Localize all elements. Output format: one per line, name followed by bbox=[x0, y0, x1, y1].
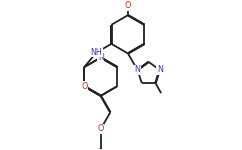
Text: O: O bbox=[98, 124, 104, 133]
Text: N: N bbox=[135, 65, 140, 74]
Text: N: N bbox=[81, 82, 87, 91]
Text: NH: NH bbox=[91, 48, 102, 57]
Text: N: N bbox=[98, 53, 104, 62]
Text: O: O bbox=[125, 1, 131, 10]
Text: O: O bbox=[81, 82, 87, 91]
Text: N: N bbox=[157, 65, 163, 74]
